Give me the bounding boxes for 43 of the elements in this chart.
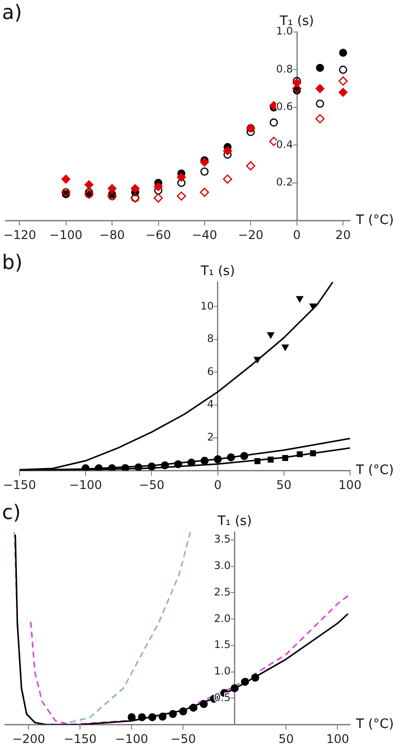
x-tick-label: 0 <box>214 478 222 492</box>
y-axis-title: T₁ (s) <box>200 264 235 279</box>
x-tick-label: 50 <box>278 732 294 746</box>
y-tick-label: 6 <box>207 366 214 378</box>
x-tick-label: −100 <box>69 478 102 492</box>
y-tick-label: 2 <box>207 432 214 444</box>
y-tick-label: 0.8 <box>276 63 293 76</box>
y-axis-title: T₁ (s) <box>216 514 252 529</box>
x-tick-label: −100 <box>115 732 148 746</box>
chart-title: a) <box>2 0 22 24</box>
x-tick-label: −50 <box>139 478 164 492</box>
y-tick-label: 8 <box>207 333 214 346</box>
x-tick-label: −20 <box>238 228 264 242</box>
chart-title: c) <box>2 500 21 524</box>
y-tick-label: 1.0 <box>214 666 231 678</box>
x-axis-title: T (°C) <box>355 716 394 732</box>
x-tick-label: 100 <box>338 478 362 492</box>
x-tick-label: −60 <box>146 228 171 242</box>
y-tick-label: 4 <box>207 398 214 411</box>
x-tick-label: −50 <box>170 732 196 746</box>
y-tick-label: 1.5 <box>214 639 231 652</box>
chart-title: b) <box>2 250 22 274</box>
y-tick-label: 1.0 <box>276 26 293 38</box>
x-tick-label: −100 <box>49 228 82 242</box>
y-tick-label: 10 <box>200 300 214 312</box>
y-tick-label: 3.0 <box>214 560 231 572</box>
x-tick-label: −40 <box>192 228 218 242</box>
x-tick-label: −200 <box>12 732 46 746</box>
y-tick-label: 2.5 <box>214 586 231 598</box>
y-tick-label: 0.2 <box>276 176 293 189</box>
x-tick-label: −150 <box>2 478 36 492</box>
x-tick-label: −80 <box>99 228 125 242</box>
x-tick-label: 0 <box>293 228 301 242</box>
x-axis-title: T (°C) <box>355 212 394 228</box>
y-tick-label: 2.0 <box>214 612 231 625</box>
x-tick-label: 100 <box>326 732 350 746</box>
y-tick-label: 3.5 <box>214 534 231 546</box>
y-tick-label: 0.4 <box>276 138 294 151</box>
x-tick-label: 50 <box>276 478 292 492</box>
x-tick-label: −150 <box>64 732 97 746</box>
x-axis-title: T (°C) <box>355 462 394 478</box>
x-tick-label: 20 <box>335 228 351 242</box>
x-tick-label: −120 <box>3 228 36 242</box>
